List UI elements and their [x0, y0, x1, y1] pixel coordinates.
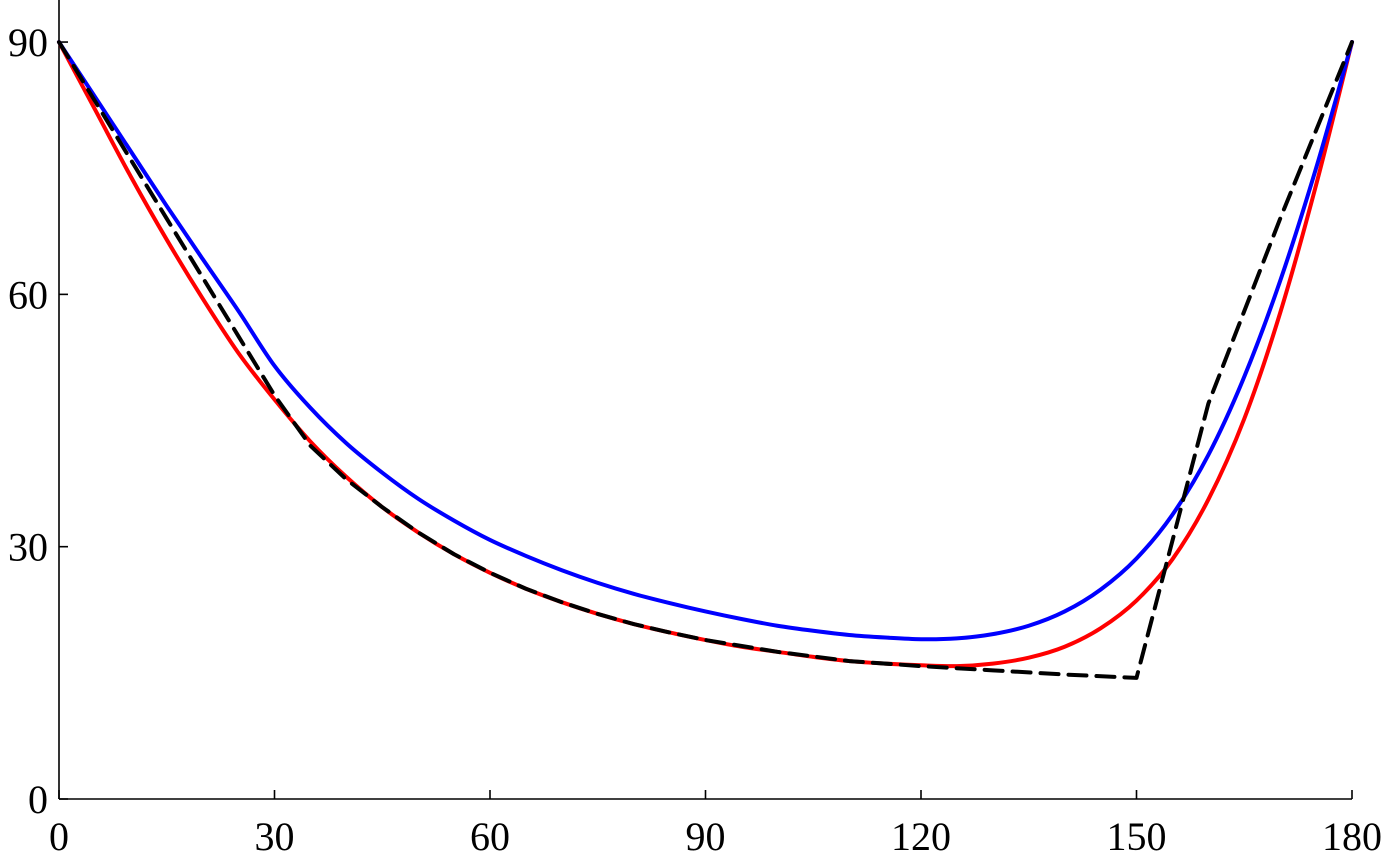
red-curve	[57, 40, 1354, 669]
y-tick-label: 60	[8, 272, 48, 317]
y-tick-label: 30	[8, 525, 48, 570]
axes	[58, 0, 1352, 800]
y-tick-label: 90	[8, 20, 48, 65]
x-tick-label: 180	[1322, 814, 1382, 856]
x-tick-label: 60	[470, 814, 510, 856]
y-tick-label: 0	[28, 777, 48, 822]
series-lines	[57, 40, 1354, 680]
x-tick-label: 120	[891, 814, 951, 856]
blue-curve	[57, 40, 1354, 642]
x-tick-label: 90	[686, 814, 726, 856]
black-dashed-curve	[57, 40, 1354, 680]
tick-marks	[58, 41, 1353, 800]
x-tick-label: 150	[1107, 814, 1167, 856]
tick-labels: 0 30 60 90 120 150 180 0 30 60 90	[8, 20, 1382, 856]
x-tick-label: 0	[49, 814, 69, 856]
x-tick-label: 30	[255, 814, 295, 856]
